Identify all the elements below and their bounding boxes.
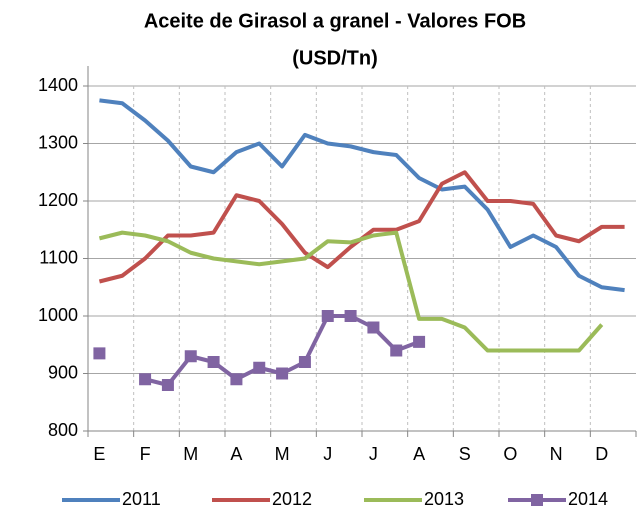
legend-label: 2011 (122, 489, 161, 509)
legend-marker (531, 494, 543, 506)
x-tick-label: S (459, 444, 471, 464)
legend-label: 2013 (424, 489, 464, 509)
marker (321, 310, 334, 322)
marker (230, 373, 243, 386)
x-tick-label: D (595, 444, 608, 464)
marker (93, 347, 106, 360)
marker (253, 361, 266, 374)
x-tick-label: A (413, 444, 425, 464)
chart-title: Aceite de Girasol a granel - Valores FOB (144, 10, 526, 32)
x-tick-label: F (140, 444, 151, 464)
marker (298, 356, 311, 368)
x-tick-label: M (183, 444, 198, 464)
x-tick-label: N (550, 444, 563, 464)
y-tick-label: 1000 (38, 305, 78, 325)
y-tick-label: 1200 (38, 190, 78, 210)
y-tick-label: 1300 (38, 132, 78, 152)
marker (161, 379, 174, 391)
series-line (98, 230, 604, 353)
legend-label: 2012 (272, 489, 312, 509)
x-tick-label: M (275, 444, 290, 464)
y-tick-label: 1400 (38, 75, 78, 95)
chart-subtitle: (USD/Tn) (292, 47, 378, 69)
x-tick-label: J (369, 444, 378, 464)
marker (139, 373, 152, 386)
series-line (99, 98, 625, 293)
legend-label: 2014 (568, 489, 608, 509)
x-tick-label: J (323, 444, 332, 464)
marker (276, 367, 289, 380)
marker (390, 344, 403, 357)
marker (207, 356, 220, 368)
marker (184, 350, 197, 363)
marker (367, 321, 380, 334)
y-tick-label: 1100 (39, 247, 78, 267)
x-tick-label: E (93, 444, 105, 464)
x-tick-label: O (503, 444, 517, 464)
marker (413, 335, 426, 348)
y-tick-label: 900 (48, 362, 78, 382)
y-tick-label: 800 (48, 420, 78, 440)
marker (344, 310, 357, 322)
x-tick-label: A (230, 444, 242, 464)
